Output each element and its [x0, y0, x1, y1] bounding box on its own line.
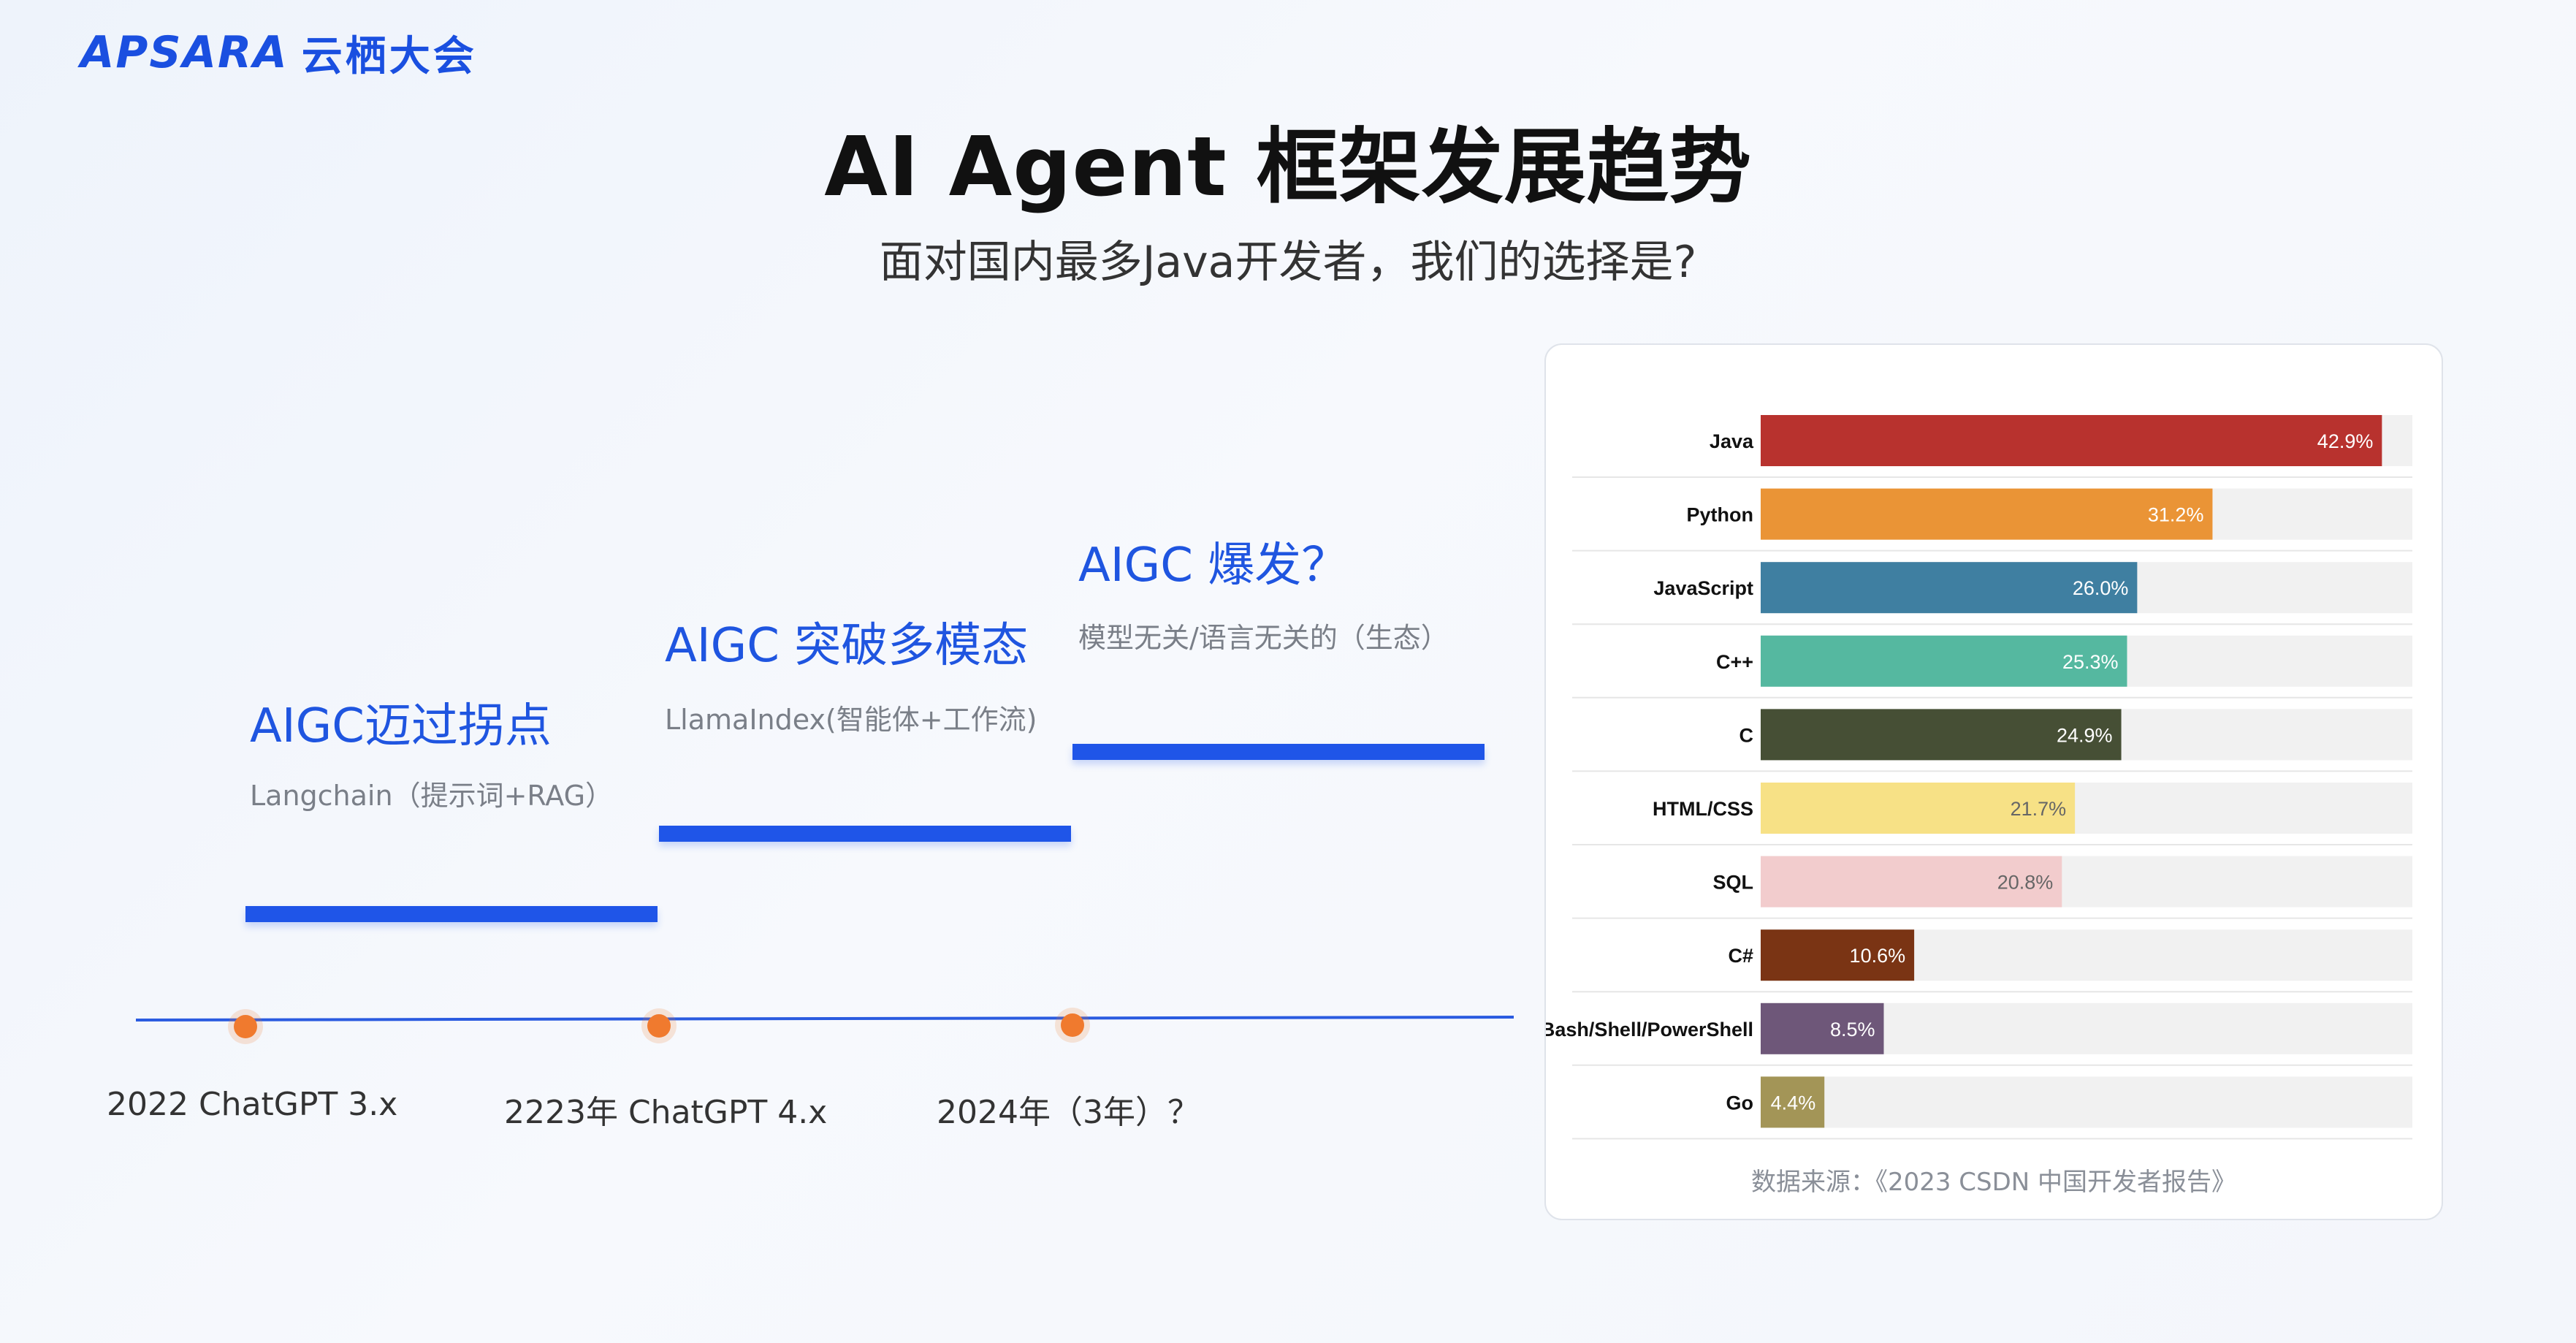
timeline-label-1: 2022 ChatGPT 3.x: [107, 1086, 398, 1123]
logo-name: 云栖大会: [301, 32, 477, 80]
value-label-python: 31.2%: [2148, 504, 2204, 526]
bar-java: [1761, 415, 2382, 466]
stage-3-title: AIGC 爆发？: [1078, 539, 1349, 593]
page-title: AI Agent 框架发展趋势: [824, 120, 1752, 215]
category-label-c-: C#: [1728, 945, 1753, 967]
bar-html-css: [1761, 783, 2076, 834]
stage-3-desc: 模型无关/语言无关的（生态）: [1078, 622, 1449, 654]
stage-1-desc: Langchain（提示词+RAG）: [250, 780, 614, 812]
bar-c: [1761, 709, 2122, 761]
value-label-java: 42.9%: [2317, 430, 2374, 452]
stage-2-title: AIGC 突破多模态: [665, 619, 1029, 673]
category-label-javascript: JavaScript: [1653, 577, 1753, 599]
category-label-go: Go: [1726, 1092, 1754, 1114]
category-label-c-: C++: [1716, 651, 1753, 673]
stage-3-bar: [1072, 744, 1485, 760]
apsara-logo: APSARA 云栖大会: [80, 26, 477, 80]
chart-card: Java 42.9% Python 31.2% JavaScript 26.0% C++ 25…: [1544, 343, 2443, 1220]
timeline-label-2: 2223年 ChatGPT 4.x: [504, 1094, 828, 1131]
value-label-sql: 20.8%: [1997, 872, 2054, 894]
page-subtitle: 面对国内最多Java开发者，我们的选择是?: [879, 237, 1697, 288]
value-label-c-: 10.6%: [1850, 945, 1906, 967]
value-label-c-: 25.3%: [2062, 651, 2119, 673]
stage-2-bar: [659, 826, 1071, 842]
bar-sql: [1761, 856, 2062, 908]
category-label-python: Python: [1687, 504, 1754, 526]
category-label-html-css: HTML/CSS: [1653, 798, 1753, 820]
bar-go: [1761, 1076, 1825, 1128]
chart-source: 数据来源：《2023 CSDN 中国开发者报告》: [1750, 1168, 2237, 1197]
bar-javascript: [1761, 562, 2138, 614]
value-label-html-css: 21.7%: [2011, 798, 2067, 820]
category-label-java: Java: [1710, 430, 1754, 452]
bar-python: [1761, 488, 2213, 540]
value-label-bash-shell-powershell: 8.5%: [1830, 1019, 1875, 1040]
stage-2-desc: LlamaIndex(智能体+工作流): [665, 704, 1037, 736]
timeline-dot-2: [647, 1014, 671, 1038]
value-label-go: 4.4%: [1771, 1092, 1816, 1114]
value-label-c: 24.9%: [2057, 724, 2113, 746]
category-label-sql: SQL: [1712, 872, 1753, 894]
bar-track-go: [1761, 1076, 2412, 1128]
category-label-c: C: [1739, 724, 1754, 746]
timeline-dot-3: [1061, 1013, 1084, 1037]
bar-c-: [1761, 929, 1915, 981]
bar-bash-shell-powershell: [1761, 1003, 1884, 1054]
logo-brand: APSARA: [80, 27, 289, 78]
bar-c-: [1761, 635, 2127, 687]
timeline-line: [135, 1016, 1514, 1021]
category-label-bash-shell-powershell: Bash/Shell/PowerShell: [1546, 1019, 1753, 1040]
value-label-javascript: 26.0%: [2073, 577, 2129, 599]
stage-1-title: AIGC迈过拐点: [250, 699, 552, 753]
stage-1-bar: [245, 906, 658, 922]
language-bar-chart: Java 42.9% Python 31.2% JavaScript 26.0% C++ 25…: [1546, 415, 2412, 1140]
timeline-label-3: 2024年（3年）？: [937, 1094, 1200, 1131]
timeline-dot-1: [234, 1015, 257, 1038]
